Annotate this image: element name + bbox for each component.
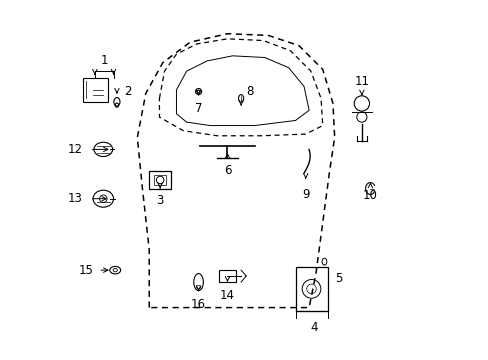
Bar [295,267,327,311]
Text: 12: 12 [68,143,83,156]
Text: 9: 9 [302,188,309,201]
Text: 14: 14 [220,289,235,302]
Text: 3: 3 [156,194,163,207]
Text: 11: 11 [354,75,368,88]
Text: 16: 16 [191,298,205,311]
Text: 13: 13 [68,192,83,205]
Text: 4: 4 [310,321,317,334]
Bar [149,171,171,189]
Bar [83,78,108,102]
Bar [219,270,236,282]
Text: 10: 10 [362,189,377,202]
Text: 5: 5 [334,272,341,285]
Text: 6: 6 [224,164,231,177]
Text: 7: 7 [194,102,202,115]
Text: 15: 15 [78,264,93,276]
Text: 1: 1 [101,54,108,67]
Text: 8: 8 [245,85,253,98]
Bar [154,175,166,185]
Text: 2: 2 [123,85,131,98]
